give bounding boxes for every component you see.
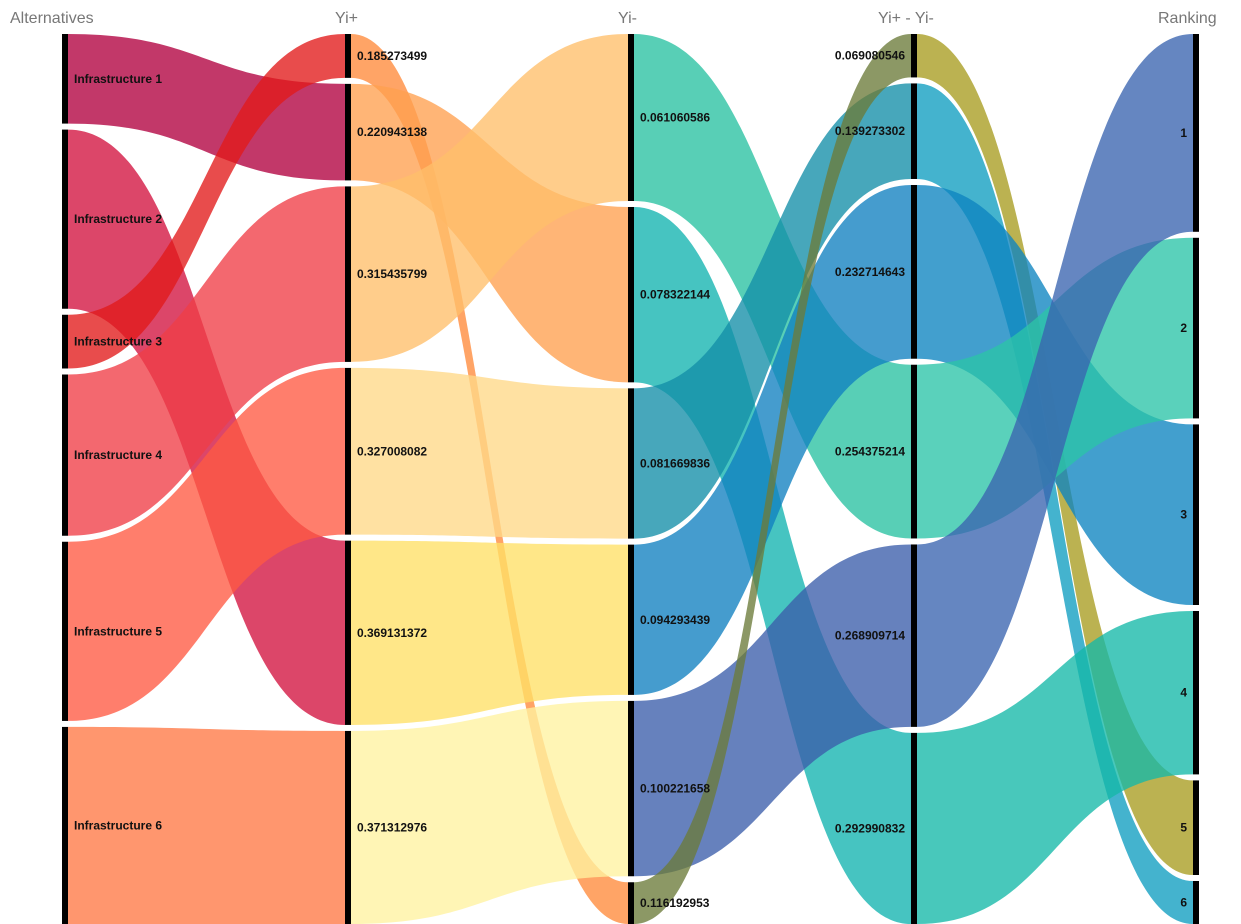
node-bar-3-2 — [911, 184, 917, 359]
flow-link-1-4-3 — [351, 540, 628, 725]
flow-link-0-0-1 — [68, 34, 345, 181]
node-label-3-5: 0.292990832 — [835, 821, 905, 835]
node-bar-2-2 — [628, 388, 634, 539]
node-label-1-3: 0.327008082 — [357, 444, 427, 458]
node-label-4-5: 6 — [1180, 896, 1187, 910]
node-bar-0-1 — [62, 129, 68, 309]
node-bar-4-2 — [1193, 424, 1199, 605]
node-bar-2-1 — [628, 206, 634, 383]
node-label-3-2: 0.232714643 — [835, 265, 905, 279]
node-bar-0-2 — [62, 314, 68, 369]
flow-link-3-5-3 — [917, 611, 1193, 924]
node-bar-1-5 — [345, 730, 351, 924]
node-bar-0-4 — [62, 541, 68, 721]
node-label-1-5: 0.371312976 — [357, 820, 427, 834]
links — [68, 34, 1193, 924]
node-label-1-4: 0.369131372 — [357, 626, 427, 640]
nodes: Infrastructure 1 Infrastructure 2 Infrastr… — [62, 34, 1199, 924]
node-bar-1-4 — [345, 540, 351, 725]
node-label-4-1: 2 — [1180, 321, 1187, 335]
node-label-0-4: Infrastructure 5 — [74, 624, 162, 638]
axis-title-yi-diff: Yi+ - Yi- — [878, 10, 934, 27]
flow-link-0-5-5 — [68, 726, 345, 924]
flow-link-2-3-2 — [634, 184, 911, 695]
node-label-0-3: Infrastructure 4 — [74, 448, 162, 462]
node-bar-3-5 — [911, 732, 917, 924]
node-label-4-0: 1 — [1180, 126, 1187, 140]
axis-title-alternatives: Alternatives — [10, 10, 94, 27]
flow-link-1-3-2 — [351, 367, 628, 539]
flow-link-0-2-0 — [68, 34, 345, 369]
node-bar-4-5 — [1193, 881, 1199, 924]
node-bar-4-1 — [1193, 237, 1199, 419]
node-label-0-0: Infrastructure 1 — [74, 72, 162, 86]
node-label-3-1: 0.139273302 — [835, 124, 905, 138]
node-label-2-1: 0.078322144 — [640, 288, 710, 302]
node-bar-0-3 — [62, 374, 68, 536]
flow-link-1-5-4 — [351, 700, 628, 924]
flow-link-0-4-3 — [68, 367, 345, 721]
node-bar-3-1 — [911, 83, 917, 179]
flow-link-3-1-5 — [917, 83, 1193, 924]
node-label-4-4: 5 — [1180, 821, 1187, 835]
node-label-3-4: 0.268909714 — [835, 629, 905, 643]
node-bar-1-3 — [345, 367, 351, 535]
axis-title-yi-minus: Yi- — [618, 10, 637, 27]
node-label-1-0: 0.185273499 — [357, 49, 427, 63]
node-label-2-4: 0.100221658 — [640, 782, 710, 796]
axis-title-ranking: Ranking — [1158, 10, 1217, 27]
node-label-0-1: Infrastructure 2 — [74, 212, 162, 226]
node-label-3-0: 0.069080546 — [835, 49, 905, 63]
node-bar-2-0 — [628, 34, 634, 201]
node-bar-1-1 — [345, 83, 351, 181]
node-bar-0-5 — [62, 726, 68, 924]
node-bar-4-4 — [1193, 780, 1199, 875]
node-label-1-2: 0.315435799 — [357, 267, 427, 281]
flow-link-2-5-0 — [634, 34, 911, 924]
node-bar-4-3 — [1193, 611, 1199, 775]
node-label-1-1: 0.220943138 — [357, 125, 427, 139]
node-label-3-3: 0.254375214 — [835, 445, 905, 459]
flow-link-0-3-2 — [68, 186, 345, 536]
node-label-0-2: Infrastructure 3 — [74, 335, 162, 349]
node-bar-1-0 — [345, 34, 351, 78]
node-label-2-2: 0.081669836 — [640, 456, 710, 470]
node-bar-4-0 — [1193, 34, 1199, 232]
node-bar-0-0 — [62, 34, 68, 124]
node-label-0-5: Infrastructure 6 — [74, 818, 162, 832]
flow-link-2-2-1 — [634, 83, 911, 539]
node-bar-2-4 — [628, 700, 634, 877]
node-label-4-2: 3 — [1180, 508, 1187, 522]
node-bar-2-5 — [628, 882, 634, 924]
axis-title-yi-plus: Yi+ — [335, 10, 358, 27]
flow-link-1-2-0 — [351, 34, 628, 362]
node-label-2-3: 0.094293439 — [640, 613, 710, 627]
node-bar-3-4 — [911, 544, 917, 727]
flow-link-3-4-0 — [917, 34, 1193, 727]
node-bar-3-3 — [911, 364, 917, 539]
node-label-4-3: 4 — [1180, 686, 1187, 700]
node-label-2-5: 0.116192953 — [640, 896, 710, 910]
node-label-2-0: 0.061060586 — [640, 110, 710, 124]
node-bar-3-0 — [911, 34, 917, 78]
node-bar-2-3 — [628, 544, 634, 695]
node-bar-1-2 — [345, 186, 351, 362]
